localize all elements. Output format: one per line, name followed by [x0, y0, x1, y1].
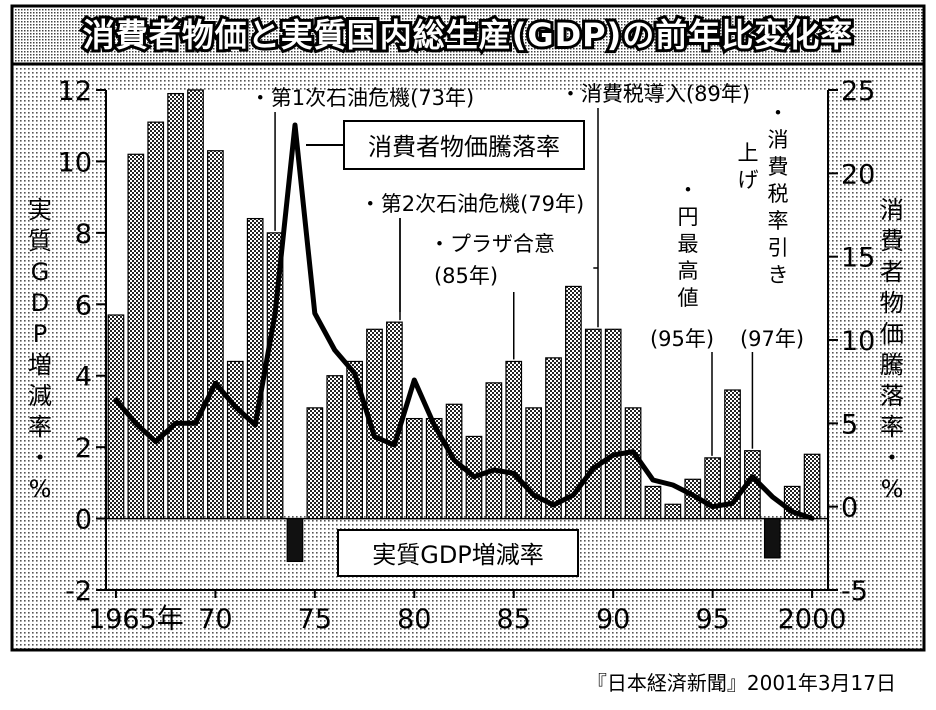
gdp-bar: [147, 121, 165, 520]
gdp-bar: [167, 92, 184, 520]
gdp-bar: [107, 314, 125, 520]
annotation-label: ・消費税導入(89年): [560, 82, 750, 106]
annotation-label: ・プラザ合意: [429, 232, 555, 256]
gdp-bar: [664, 503, 682, 520]
gdp-bar: [187, 89, 204, 520]
annotation-label: ・円最高値: [678, 178, 699, 310]
gdp-legend-label: 実質GDP増減率: [372, 541, 544, 569]
source-citation: 『日本経済新聞』2001年3月17日: [587, 671, 896, 695]
y-left-tick-label: 0: [75, 505, 92, 536]
gdp-bar: [306, 407, 324, 520]
gdp-bar: [704, 457, 721, 520]
y-right-tick-label: 20: [841, 159, 875, 190]
x-tick-label: 90: [596, 604, 630, 635]
annotation-label: ・第1次石油危機(73年): [250, 86, 474, 110]
gdp-bar: [644, 485, 662, 520]
y-left-tick-label: 4: [75, 362, 92, 393]
x-tick-label: 75: [298, 604, 332, 635]
y-left-tick-label: -2: [65, 576, 92, 607]
cpi-legend-label: 消費者物価騰落率: [368, 133, 560, 161]
x-tick-label: 80: [397, 604, 431, 635]
gdp-bar: [266, 232, 284, 520]
y-left-tick-label: 2: [75, 433, 92, 464]
gdp-bar: [226, 360, 244, 520]
x-tick-label: 95: [695, 604, 729, 635]
gdp-bar: [207, 150, 224, 520]
y-left-tick-label: 6: [75, 290, 92, 321]
gdp-bar: [724, 389, 741, 520]
y-left-label: 実質 G D P 増減率・%: [28, 196, 52, 503]
annotation-label: ・第2次石油危機(79年): [360, 192, 584, 216]
gdp-bar: [505, 360, 523, 520]
gdp-bar: [286, 517, 304, 563]
y-right-tick-label: 0: [841, 493, 858, 524]
y-left-tick-label: 8: [75, 219, 92, 250]
annotation-label: (95年): [650, 327, 714, 351]
gdp-bars: [107, 89, 821, 563]
gdp-bar: [584, 328, 602, 520]
gdp-legend-box: [337, 529, 579, 577]
annotation-label: ・消費税率引き: [768, 101, 789, 287]
annotations: ・第1次石油危機(73年) ・第2次石油危機(79年) ・プラザ合意 (85年) ・消費…: [250, 82, 804, 456]
gdp-bar: [127, 153, 145, 520]
x-tick-label: 1965年: [88, 604, 184, 635]
y-left-tick-label: 12: [58, 76, 92, 107]
annotation-label: 上げ: [738, 141, 759, 192]
gdp-bar: [425, 417, 443, 520]
x-tick-label: 2000: [778, 604, 847, 635]
gdp-bar: [485, 382, 503, 520]
x-tick-label: 85: [497, 604, 531, 635]
y-right-label: 消費者物価騰落率・%: [880, 196, 904, 503]
gdp-bar: [803, 453, 821, 520]
cpi-line: [113, 122, 815, 521]
axes: -2 0 2 4 6 8 10 12 -5 0 5 10 15 20 25 1965年 70 75 80 85 90 95…: [58, 76, 876, 635]
y-right-tick-label: 25: [841, 76, 875, 107]
gdp-bar: [525, 407, 542, 520]
gdp-bar: [326, 375, 344, 520]
annotation-label: (97年): [740, 327, 804, 351]
gdp-bar: [405, 417, 423, 520]
y-right-tick-label: 10: [841, 326, 875, 357]
gdp-bar: [545, 357, 562, 520]
chart-title: 消費者物価と実質国内総生産(GDP)の前年比変化率: [83, 16, 854, 54]
annotation-label: (85年): [434, 264, 498, 288]
cpi-line-group: [113, 122, 815, 521]
gdp-bar: [246, 217, 264, 520]
title-band: [10, 4, 926, 66]
y-right-tick-label: 5: [841, 409, 858, 440]
gdp-bar: [604, 328, 622, 520]
gdp-bar: [346, 360, 363, 520]
gdp-bar: [565, 285, 582, 520]
y-right-tick-label: 15: [841, 243, 875, 274]
gdp-bar: [763, 517, 781, 559]
gdp-bar: [366, 328, 383, 520]
y-right-tick-label: -5: [841, 576, 868, 607]
x-tick-label: 70: [198, 604, 232, 635]
y-left-tick-label: 10: [58, 147, 92, 178]
